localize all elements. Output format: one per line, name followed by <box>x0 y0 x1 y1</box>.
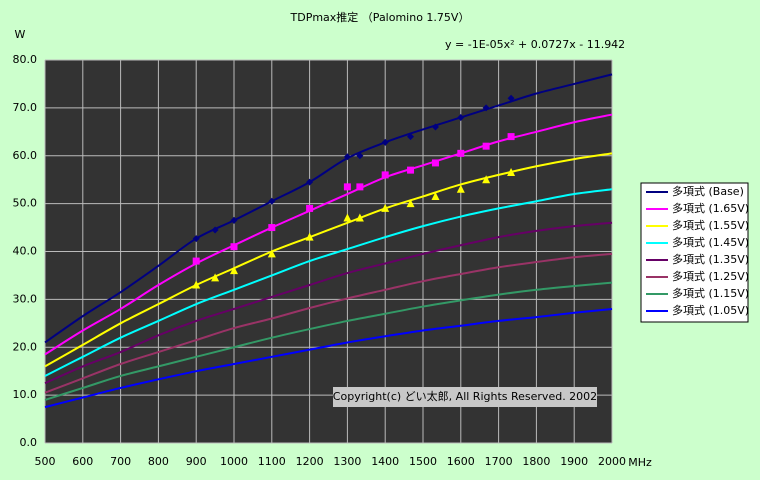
legend-label: 多項式 (1.55V) <box>672 218 749 232</box>
legend-label: 多項式 (1.35V) <box>672 252 749 266</box>
trend-line <box>44 73 613 344</box>
y-tick-label: 70.0 <box>13 101 38 114</box>
data-point <box>431 123 439 131</box>
data-point <box>431 159 439 167</box>
data-point <box>507 133 515 141</box>
legend-label: 多項式 (1.15V) <box>672 286 749 300</box>
data-point <box>343 213 352 222</box>
data-point <box>267 249 276 258</box>
data-point <box>192 235 200 243</box>
x-tick-label: 1000 <box>220 455 248 468</box>
x-tick-label: 1100 <box>258 455 286 468</box>
copyright: Copyright(c) どい太郎, All Rights Reserved. … <box>333 389 597 403</box>
chart-title: TDPmax推定 （Palomino 1.75V） <box>290 10 470 24</box>
x-tick-label: 1600 <box>447 455 475 468</box>
data-point <box>306 204 314 212</box>
legend-label: 多項式 (1.45V) <box>672 235 749 249</box>
data-point <box>192 257 200 265</box>
data-point <box>457 149 465 157</box>
trend-line <box>44 252 613 394</box>
legend-label: 多項式 (Base) <box>672 184 744 198</box>
trend-line <box>44 188 613 377</box>
data-point <box>456 184 465 193</box>
data-point <box>381 171 389 179</box>
legend-label: 多項式 (1.65V) <box>672 201 749 215</box>
data-point <box>355 213 364 222</box>
copyright-box <box>333 387 597 407</box>
data-point <box>211 226 219 234</box>
data-point <box>482 142 490 150</box>
data-point <box>407 133 415 141</box>
trend-line <box>44 152 613 368</box>
data-point <box>381 138 389 146</box>
trend-line <box>44 221 613 385</box>
y-tick-label: 40.0 <box>13 245 38 258</box>
data-point <box>343 183 351 191</box>
data-point <box>230 243 238 251</box>
x-tick-label: 600 <box>72 455 93 468</box>
x-tick-label: 900 <box>186 455 207 468</box>
data-point <box>381 203 390 212</box>
y-tick-label: 30.0 <box>13 292 38 305</box>
data-point <box>482 104 490 112</box>
data-point <box>268 197 276 205</box>
x-tick-label: 1700 <box>485 455 513 468</box>
trend-line <box>44 307 613 409</box>
data-point <box>211 273 220 282</box>
data-point <box>406 199 415 208</box>
x-tick-label: 1900 <box>560 455 588 468</box>
trend-line <box>44 113 613 356</box>
data-point <box>507 168 516 177</box>
y-tick-label: 20.0 <box>13 340 38 353</box>
data-point <box>431 191 440 200</box>
data-point <box>407 166 415 174</box>
data-point <box>356 183 364 191</box>
y-tick-label: 50.0 <box>13 197 38 210</box>
data-point <box>507 94 515 102</box>
data-point <box>268 224 276 232</box>
y-axis-label: W <box>15 28 26 41</box>
data-point <box>356 152 364 160</box>
data-point <box>230 266 238 275</box>
legend-label: 多項式 (1.25V) <box>672 269 749 283</box>
x-tick-label: 1800 <box>522 455 550 468</box>
data-point <box>343 153 351 161</box>
y-tick-label: 60.0 <box>13 149 38 162</box>
trend-line <box>44 281 613 401</box>
x-tick-label: 1200 <box>296 455 324 468</box>
legend-label: 多項式 (1.05V) <box>672 303 749 317</box>
data-point <box>192 280 201 289</box>
y-tick-label: 0.0 <box>20 436 38 449</box>
x-tick-label: 700 <box>110 455 131 468</box>
equation: y = -1E-05x² + 0.0727x - 11.942 <box>445 38 625 51</box>
x-axis-label: MHz <box>628 456 652 469</box>
data-point <box>230 216 238 224</box>
x-tick-label: 1500 <box>409 455 437 468</box>
x-tick-label: 800 <box>148 455 169 468</box>
data-point <box>482 175 491 184</box>
x-tick-label: 1400 <box>371 455 399 468</box>
x-tick-label: 1300 <box>333 455 361 468</box>
data-point <box>306 178 314 186</box>
y-tick-label: 10.0 <box>13 388 38 401</box>
y-tick-label: 80.0 <box>13 53 38 66</box>
legend <box>640 182 749 323</box>
data-point <box>305 232 314 241</box>
x-tick-label: 2000 <box>598 455 626 468</box>
x-tick-label: 500 <box>35 455 56 468</box>
data-point <box>457 113 465 121</box>
